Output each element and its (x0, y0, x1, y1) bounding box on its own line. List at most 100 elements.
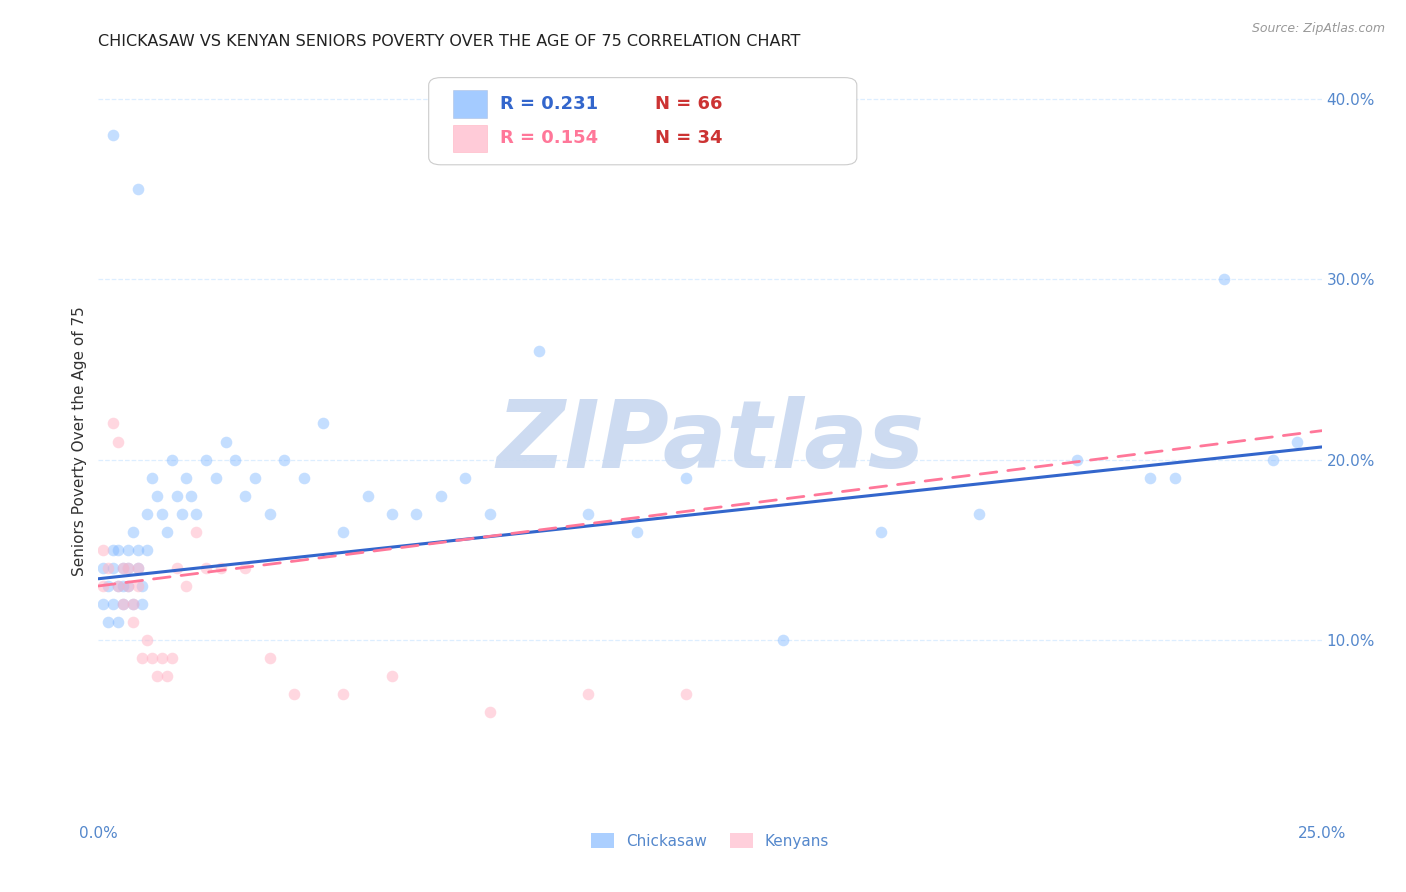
Point (180, 489, 202, 503)
Point (224, 452, 246, 467)
Text: N = 34: N = 34 (655, 129, 723, 147)
Point (870, 524, 893, 539)
Point (626, 524, 648, 539)
Point (176, 579, 198, 593)
Point (160, 651, 183, 665)
Point (430, 489, 453, 503)
Point (454, 470, 477, 484)
Point (136, 633, 159, 648)
Point (576, 507, 599, 521)
Point (107, 615, 129, 629)
Point (170, 507, 193, 521)
Point (101, 597, 124, 611)
Point (107, 579, 129, 593)
Point (259, 651, 281, 665)
Point (117, 542, 139, 557)
Point (186, 507, 208, 521)
Point (121, 524, 143, 539)
Point (1066, 452, 1088, 467)
Point (160, 452, 183, 467)
Point (1139, 470, 1161, 484)
Point (381, 669, 404, 683)
Point (91, 597, 114, 611)
Point (141, 470, 163, 484)
Point (156, 669, 179, 683)
Point (107, 434, 129, 449)
Point (127, 579, 149, 593)
Point (111, 561, 134, 575)
Point (146, 669, 169, 683)
Point (146, 489, 169, 503)
Point (675, 687, 697, 701)
Point (176, 470, 198, 484)
Point (1212, 272, 1234, 286)
Point (111, 597, 134, 611)
Point (195, 561, 218, 575)
Point (1286, 434, 1309, 449)
FancyBboxPatch shape (429, 78, 856, 165)
Point (214, 434, 236, 449)
Point (283, 687, 305, 701)
Text: ZIPatlas: ZIPatlas (496, 395, 924, 488)
Point (527, 344, 550, 359)
Point (101, 417, 124, 431)
Point (101, 542, 124, 557)
Point (127, 561, 149, 575)
Text: R = 0.231: R = 0.231 (499, 95, 598, 113)
Point (233, 561, 256, 575)
Text: R = 0.154: R = 0.154 (499, 129, 598, 147)
Point (97, 615, 120, 629)
Point (166, 489, 188, 503)
Point (127, 182, 149, 196)
Point (166, 561, 188, 575)
Point (117, 561, 139, 575)
Point (131, 597, 153, 611)
Point (209, 561, 232, 575)
Point (405, 507, 427, 521)
Point (111, 579, 134, 593)
Point (117, 579, 139, 593)
Point (150, 507, 173, 521)
Point (117, 561, 139, 575)
Text: N = 66: N = 66 (655, 95, 723, 113)
Y-axis label: Seniors Poverty Over the Age of 75: Seniors Poverty Over the Age of 75 (72, 307, 87, 576)
Point (205, 470, 228, 484)
Point (186, 524, 208, 539)
Point (576, 687, 599, 701)
Point (332, 524, 354, 539)
Point (273, 452, 295, 467)
Point (91, 542, 114, 557)
Point (91, 561, 114, 575)
Point (107, 579, 129, 593)
Point (97, 561, 120, 575)
Point (121, 597, 143, 611)
Point (111, 561, 134, 575)
Point (1261, 452, 1284, 467)
Point (111, 597, 134, 611)
Point (195, 452, 218, 467)
Legend: Chickasaw, Kenyans: Chickasaw, Kenyans (585, 827, 835, 855)
Point (292, 470, 315, 484)
FancyBboxPatch shape (453, 90, 488, 118)
Point (127, 542, 149, 557)
Point (381, 507, 404, 521)
Point (101, 128, 124, 142)
Point (131, 579, 153, 593)
Point (107, 542, 129, 557)
Point (91, 579, 114, 593)
Point (233, 489, 256, 503)
Point (967, 507, 990, 521)
FancyBboxPatch shape (453, 125, 488, 152)
Point (117, 579, 139, 593)
Point (136, 507, 159, 521)
Point (121, 615, 143, 629)
Point (675, 470, 697, 484)
Point (332, 687, 354, 701)
Point (127, 561, 149, 575)
Point (772, 633, 794, 648)
Point (478, 706, 501, 720)
Point (356, 489, 378, 503)
Point (156, 524, 179, 539)
Point (131, 651, 153, 665)
Point (150, 651, 173, 665)
